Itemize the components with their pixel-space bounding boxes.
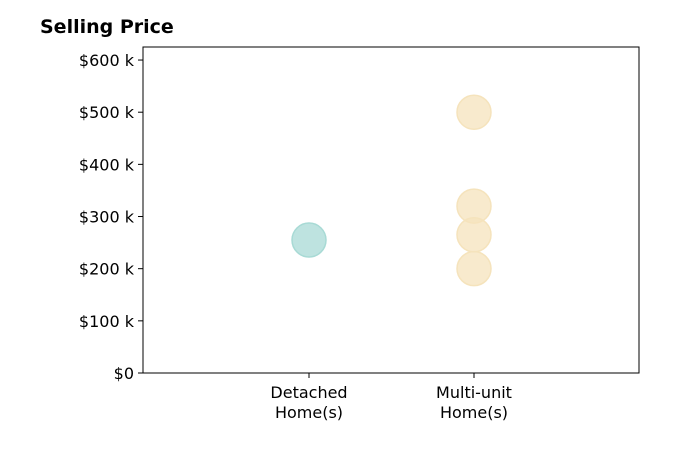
data-point[interactable] bbox=[456, 94, 492, 130]
x-tick-label: Multi-unit Home(s) bbox=[436, 383, 512, 422]
data-point[interactable] bbox=[291, 222, 327, 258]
y-tick-label: $0 bbox=[114, 364, 134, 383]
data-point[interactable] bbox=[456, 217, 492, 253]
y-tick-label: $400 k bbox=[79, 155, 135, 174]
y-tick-label: $600 k bbox=[79, 51, 135, 70]
data-point[interactable] bbox=[456, 250, 492, 287]
chart-title: Selling Price bbox=[40, 16, 174, 38]
data-points bbox=[291, 94, 492, 287]
x-tick-label: Detached Home(s) bbox=[270, 383, 347, 422]
y-tick-label: $500 k bbox=[79, 103, 135, 122]
x-axis: Detached Home(s) Multi-unit Home(s) bbox=[270, 373, 512, 422]
y-axis: $0 $100 k $200 k $300 k $400 k $500 k $600 k bbox=[79, 51, 143, 383]
y-tick-label: $200 k bbox=[79, 260, 135, 279]
plot-frame bbox=[142, 46, 640, 374]
y-tick-label: $100 k bbox=[79, 312, 135, 331]
y-tick-label: $300 k bbox=[79, 208, 135, 227]
